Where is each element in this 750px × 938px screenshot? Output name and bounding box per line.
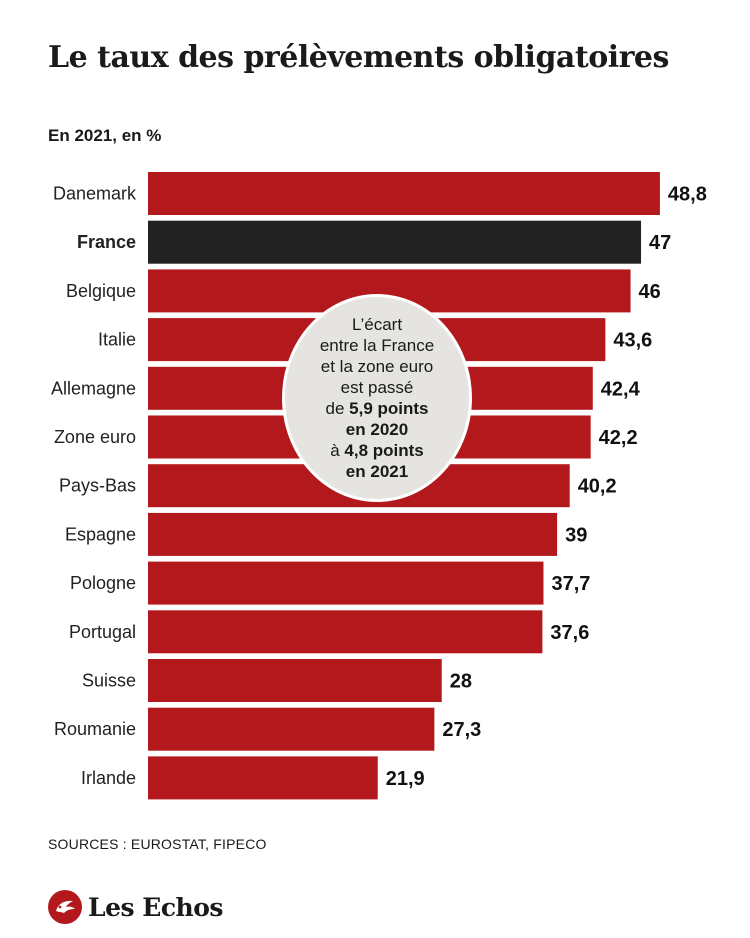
value-label: 42,4: [601, 378, 641, 400]
value-label: 27,3: [442, 719, 481, 741]
category-label: Allemagne: [51, 378, 136, 398]
value-label: 47: [649, 232, 671, 254]
bar-danemark: [148, 172, 660, 215]
chart-title: Le taux des prélèvements obligatoires: [48, 40, 669, 75]
value-label: 37,7: [551, 573, 590, 595]
category-label: Roumanie: [54, 719, 136, 739]
value-label: 43,6: [613, 330, 652, 352]
bar-espagne: [148, 512, 558, 556]
category-label: Suisse: [82, 671, 136, 691]
category-label: Belgique: [66, 281, 136, 301]
callout-line: à 4,8 points: [330, 440, 424, 461]
bar-portugal: [148, 610, 543, 654]
callout-bold: en 2021: [345, 462, 409, 481]
callout-bold: 4,8 points: [344, 441, 424, 460]
bar-pologne: [148, 561, 544, 605]
category-label: France: [77, 232, 136, 252]
value-label: 40,2: [578, 476, 617, 498]
category-label: Espagne: [65, 524, 136, 544]
category-label: Irlande: [81, 768, 136, 788]
bar-irlande: [148, 756, 378, 800]
value-label: 28: [450, 671, 472, 693]
category-label: Pologne: [70, 573, 136, 593]
chart-subtitle: En 2021, en %: [48, 126, 162, 145]
callout-bubble: L’écart entre la France et la zone euro …: [282, 294, 472, 502]
bar-roumanie: [148, 707, 435, 751]
category-label: Portugal: [69, 622, 136, 642]
source-note: SOURCES : EUROSTAT, FIPECO: [48, 836, 267, 852]
value-label: 46: [639, 281, 661, 303]
logo-text: Les Echos: [88, 892, 223, 922]
callout-line: entre la France: [319, 336, 435, 355]
category-label: Pays-Bas: [59, 476, 136, 496]
category-label: Danemark: [53, 184, 137, 204]
value-label: 21,9: [386, 768, 425, 790]
value-label: 48,8: [668, 184, 707, 206]
callout-line: et la zone euro: [320, 357, 434, 376]
callout-text: de: [325, 399, 350, 418]
callout-line: est passé: [340, 378, 414, 397]
callout-bold: en 2020: [345, 420, 409, 439]
value-label: 39: [565, 524, 587, 546]
callout-line: L’écart: [351, 315, 403, 334]
lesechos-emblem-icon: [48, 890, 82, 924]
category-label: Zone euro: [54, 427, 136, 447]
brand-logo: Les Echos: [48, 890, 223, 924]
value-label: 42,2: [599, 427, 638, 449]
bar-france: [148, 220, 642, 264]
callout-text: à: [330, 441, 345, 460]
value-label: 37,6: [550, 622, 589, 644]
category-label: Italie: [98, 330, 136, 350]
bar-suisse: [148, 659, 442, 702]
callout-line: de 5,9 points: [326, 398, 429, 419]
callout-bold: 5,9 points: [349, 399, 429, 418]
